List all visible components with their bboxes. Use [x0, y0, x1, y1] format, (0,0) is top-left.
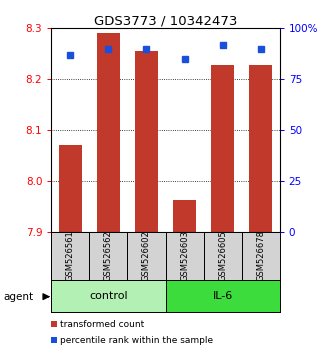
Bar [166, 280, 280, 312]
Text: GSM526561: GSM526561 [66, 230, 75, 281]
Bar [59, 145, 82, 232]
Text: IL-6: IL-6 [213, 291, 233, 301]
Text: GSM526562: GSM526562 [104, 230, 113, 281]
Bar [204, 232, 242, 280]
Text: GSM526602: GSM526602 [142, 230, 151, 281]
Text: agent: agent [3, 292, 33, 302]
Bar [173, 200, 196, 232]
Text: GSM526678: GSM526678 [256, 230, 265, 281]
Bar [51, 321, 57, 327]
Bar [211, 65, 234, 232]
Bar [249, 65, 272, 232]
Text: control: control [89, 291, 128, 301]
Text: GSM526603: GSM526603 [180, 230, 189, 281]
Bar [135, 51, 158, 232]
Bar [51, 232, 89, 280]
Bar [127, 232, 166, 280]
Text: percentile rank within the sample: percentile rank within the sample [60, 336, 213, 345]
Bar [166, 232, 204, 280]
Text: GSM526605: GSM526605 [218, 230, 227, 281]
Text: transformed count: transformed count [60, 320, 145, 329]
Bar [51, 337, 57, 343]
Bar [97, 33, 120, 232]
Title: GDS3773 / 10342473: GDS3773 / 10342473 [94, 14, 237, 27]
Bar [51, 280, 166, 312]
Bar [89, 232, 127, 280]
Bar [242, 232, 280, 280]
